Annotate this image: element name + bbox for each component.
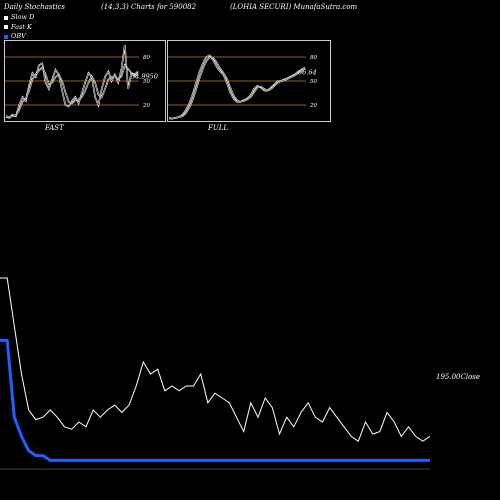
legend-swatch-obv — [4, 34, 8, 39]
fast-stochastic-plot: 80 50 20 34.9950 — [5, 44, 158, 119]
series-line-inner-1 — [168, 56, 306, 119]
chart-title-left: Daily Stochastics — [4, 3, 66, 11]
legend-item-fast-k: Fast K — [4, 23, 34, 33]
current-value-label: 66.64 — [298, 68, 317, 76]
chart-title-right: (LOHIA SECURI) MunafaSutra.com — [230, 3, 358, 11]
legend: Slow D Fast K OBV — [4, 13, 34, 42]
level-label-80: 80 — [310, 55, 317, 61]
series-line-inner-1 — [5, 64, 139, 118]
legend-label-fast-k: Fast K — [11, 22, 32, 31]
full-stochastic-panel: 80 50 20 66.64 — [167, 40, 331, 122]
level-label-20: 20 — [142, 103, 150, 109]
close-price-label: 195.00Close — [436, 373, 481, 381]
chart-title-center: (14,3,3) Charts for 590082 — [101, 3, 197, 11]
level-label-50: 50 — [143, 79, 150, 85]
fast-stochastic-panel: 80 50 20 34.9950 — [4, 40, 166, 122]
close-price-line — [0, 277, 431, 442]
legend-label-obv: OBV — [11, 32, 26, 40]
level-label-20: 20 — [309, 103, 317, 109]
level-label-80: 80 — [143, 55, 150, 61]
full-panel-label: FULL — [208, 124, 229, 132]
level-label-50: 50 — [310, 79, 317, 85]
full-stochastic-plot: 80 50 20 66.64 — [168, 54, 317, 120]
current-value-label: 34.9950 — [131, 72, 158, 80]
legend-swatch-fast-k — [4, 25, 8, 30]
obv-line — [0, 338, 430, 462]
legend-swatch-slow-d — [4, 15, 8, 20]
legend-item-obv: OBV — [4, 32, 34, 42]
legend-label-slow-d: Slow D — [11, 13, 35, 21]
legend-item-slow-d: Slow D — [4, 13, 34, 23]
fast-panel-label: FAST — [45, 124, 64, 132]
